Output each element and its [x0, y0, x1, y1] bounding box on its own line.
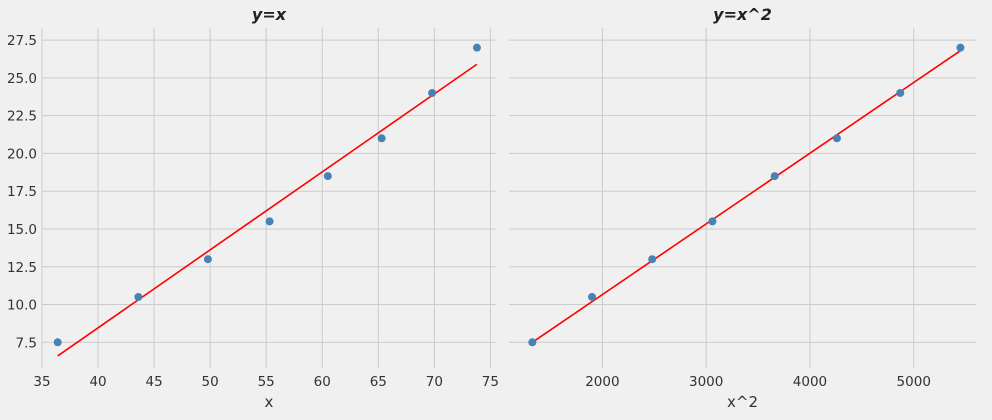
- x-axis-label: x: [265, 393, 274, 411]
- chart-panel-2: 2000 3000 4000 5000 y=x^2 x^2: [509, 5, 976, 411]
- scatter-point: [134, 292, 143, 301]
- scatter-point: [472, 43, 481, 52]
- chart-title: y=x: [252, 5, 287, 24]
- x-tick-label: 50: [202, 374, 219, 390]
- fit-line: [57, 63, 478, 357]
- x-tick-label: 3000: [689, 374, 723, 390]
- scatter-point: [428, 88, 437, 97]
- x-tick-label: 35: [33, 374, 50, 390]
- y-tick-label: 12.5: [7, 260, 37, 276]
- x-axis-label: x^2: [727, 393, 758, 411]
- x-tick-label: 60: [314, 374, 331, 390]
- x-tick-label: 40: [89, 374, 106, 390]
- scatter-point: [53, 338, 62, 347]
- x-tick-label: 2000: [585, 374, 619, 390]
- x-tick-label: 70: [426, 374, 443, 390]
- scatter-point: [648, 255, 657, 264]
- scatter-point: [588, 292, 597, 301]
- y-tick-label: 7.5: [16, 335, 37, 351]
- scatter-point: [956, 43, 965, 52]
- y-tick-label: 25.0: [7, 71, 37, 87]
- x-tick-label: 45: [146, 374, 163, 390]
- x-tick-label: 5000: [897, 374, 931, 390]
- y-tick-label: 10.0: [7, 298, 37, 314]
- scatter-point: [832, 134, 841, 143]
- chart-title: y=x^2: [713, 5, 772, 24]
- y-tick-label: 17.5: [7, 184, 37, 200]
- scatter-point: [708, 217, 717, 226]
- x-tick-label: 4000: [793, 374, 827, 390]
- y-tick-label: 22.5: [7, 109, 37, 125]
- scatter-point: [896, 88, 905, 97]
- y-tick-label: 27.5: [7, 33, 37, 49]
- x-tick-label: 65: [370, 374, 387, 390]
- scatter-point: [770, 172, 779, 181]
- scatter-point: [203, 255, 212, 264]
- fit-line: [531, 50, 961, 343]
- y-tick-label: 15.0: [7, 222, 37, 238]
- chart-panel-1: 35 40 45 50 55 60 65 70 75 7.5 10.0 12.5 15.0 17.5 20.…: [7, 5, 499, 411]
- y-tick-label: 20.0: [7, 146, 37, 162]
- scatter-point: [377, 134, 386, 143]
- scatter-point: [265, 217, 274, 226]
- scatter-point: [528, 338, 537, 347]
- x-tick-label: 75: [482, 374, 499, 390]
- x-tick-label: 55: [258, 374, 275, 390]
- scatter-point: [323, 172, 332, 181]
